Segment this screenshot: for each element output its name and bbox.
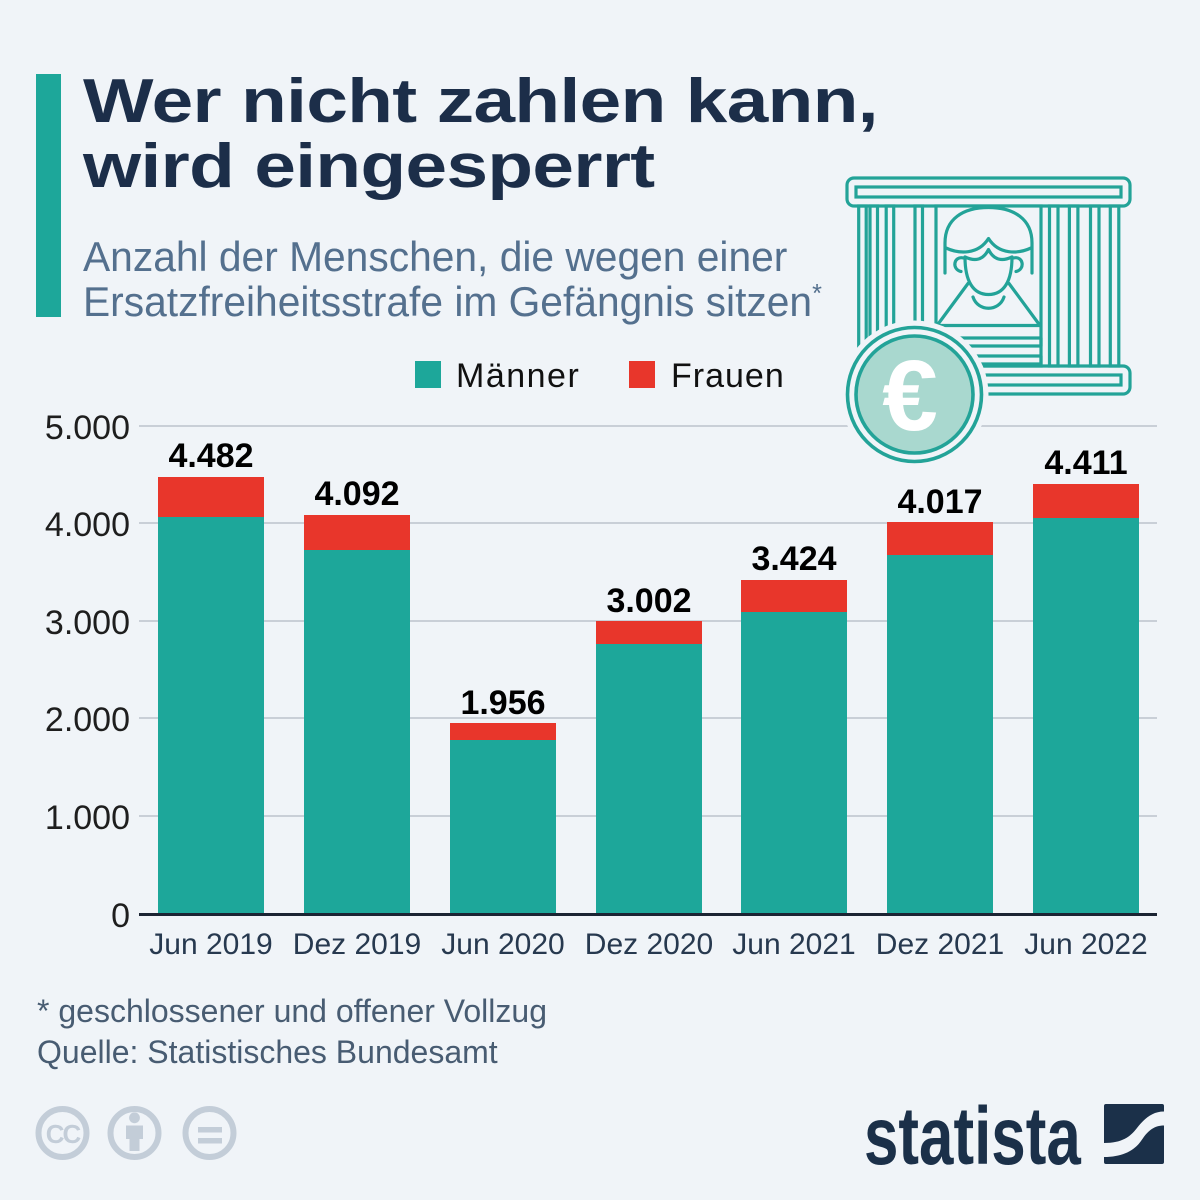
svg-text:CC: CC	[46, 1119, 82, 1149]
svg-text:€: €	[882, 340, 938, 452]
